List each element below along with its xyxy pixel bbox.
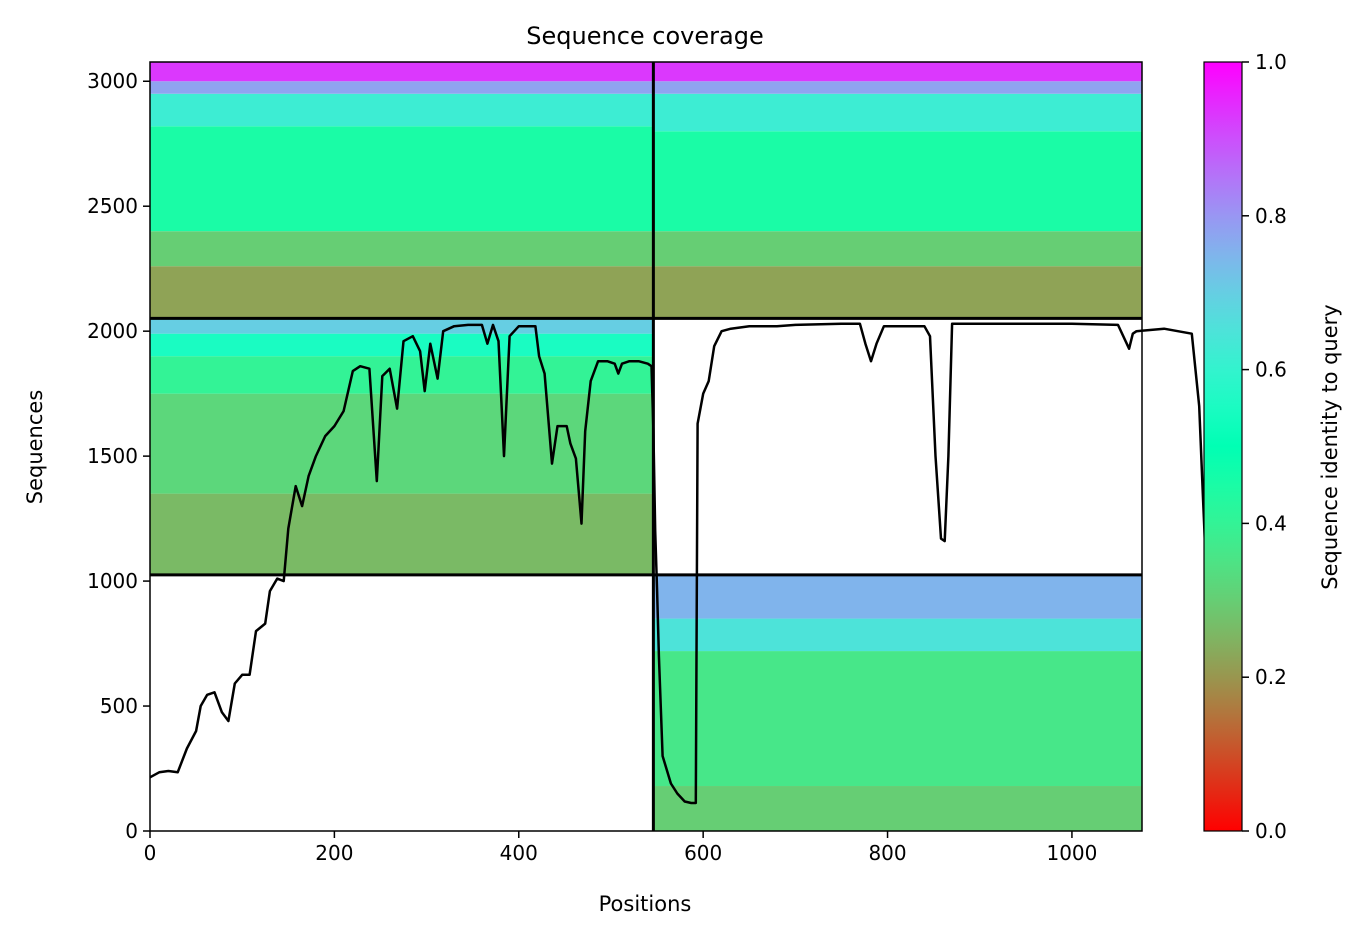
x-tick-label: 400 (500, 841, 538, 865)
y-tick-label: 3000 (87, 69, 138, 93)
colorbar (1203, 61, 1243, 832)
identity-band (653, 266, 1142, 319)
y-axis-ticks: 0 500 1000 1500 2000 2500 3000 (87, 69, 150, 843)
colorbar-tick-label: 0.0 (1255, 819, 1287, 843)
identity-band (150, 493, 654, 575)
y-tick-label: 1000 (87, 569, 138, 593)
plot-frame (149, 61, 1143, 832)
x-tick-label: 0 (144, 841, 157, 865)
block-top-left (150, 62, 654, 319)
identity-band (150, 126, 654, 232)
y-tick-label: 1500 (87, 444, 138, 468)
block-bottom-right (653, 574, 1142, 831)
colorbar-tick-label: 0.4 (1255, 511, 1287, 535)
identity-band (150, 231, 654, 267)
x-tick-label: 600 (684, 841, 722, 865)
y-tick-label: 0 (125, 819, 138, 843)
x-tick-label: 800 (868, 841, 906, 865)
x-tick-label: 1000 (1046, 841, 1097, 865)
x-axis-label: Positions (599, 892, 692, 916)
identity-band (150, 93, 654, 127)
y-axis-label: Sequences (23, 390, 47, 505)
identity-band (653, 93, 1142, 132)
y-tick-label: 500 (100, 694, 138, 718)
identity-band (653, 131, 1142, 232)
x-axis-ticks: 0 200 400 600 800 1000 (144, 831, 1097, 865)
coverage-blocks (150, 62, 1142, 831)
identity-band (653, 618, 1142, 652)
identity-band (653, 786, 1142, 831)
identity-band (653, 62, 1142, 82)
coverage-line (149, 322, 1212, 805)
identity-band (653, 651, 1142, 787)
colorbar-tick-label: 0.8 (1255, 204, 1287, 228)
identity-band (653, 574, 1142, 619)
identity-band (653, 81, 1142, 94)
chart-title: Sequence coverage (526, 22, 763, 50)
coverage-line-layer (149, 322, 1212, 805)
colorbar-tick-label: 0.2 (1255, 665, 1287, 689)
colorbar-tick-label: 1.0 (1255, 50, 1287, 74)
identity-band (150, 333, 654, 357)
colorbar-label: Sequence identity to query (1318, 304, 1342, 589)
colorbar-tick-label: 0.6 (1255, 358, 1287, 382)
x-tick-label: 200 (315, 841, 353, 865)
identity-band (150, 81, 654, 94)
y-tick-label: 2000 (87, 319, 138, 343)
identity-band (653, 231, 1142, 267)
block-top-right (653, 62, 1142, 319)
y-tick-label: 2500 (87, 194, 138, 218)
identity-band (150, 318, 654, 334)
colorbar-ticks: 0.0 0.2 0.4 0.6 0.8 1.0 (1242, 50, 1287, 843)
identity-band (150, 266, 654, 319)
identity-band (150, 62, 654, 82)
